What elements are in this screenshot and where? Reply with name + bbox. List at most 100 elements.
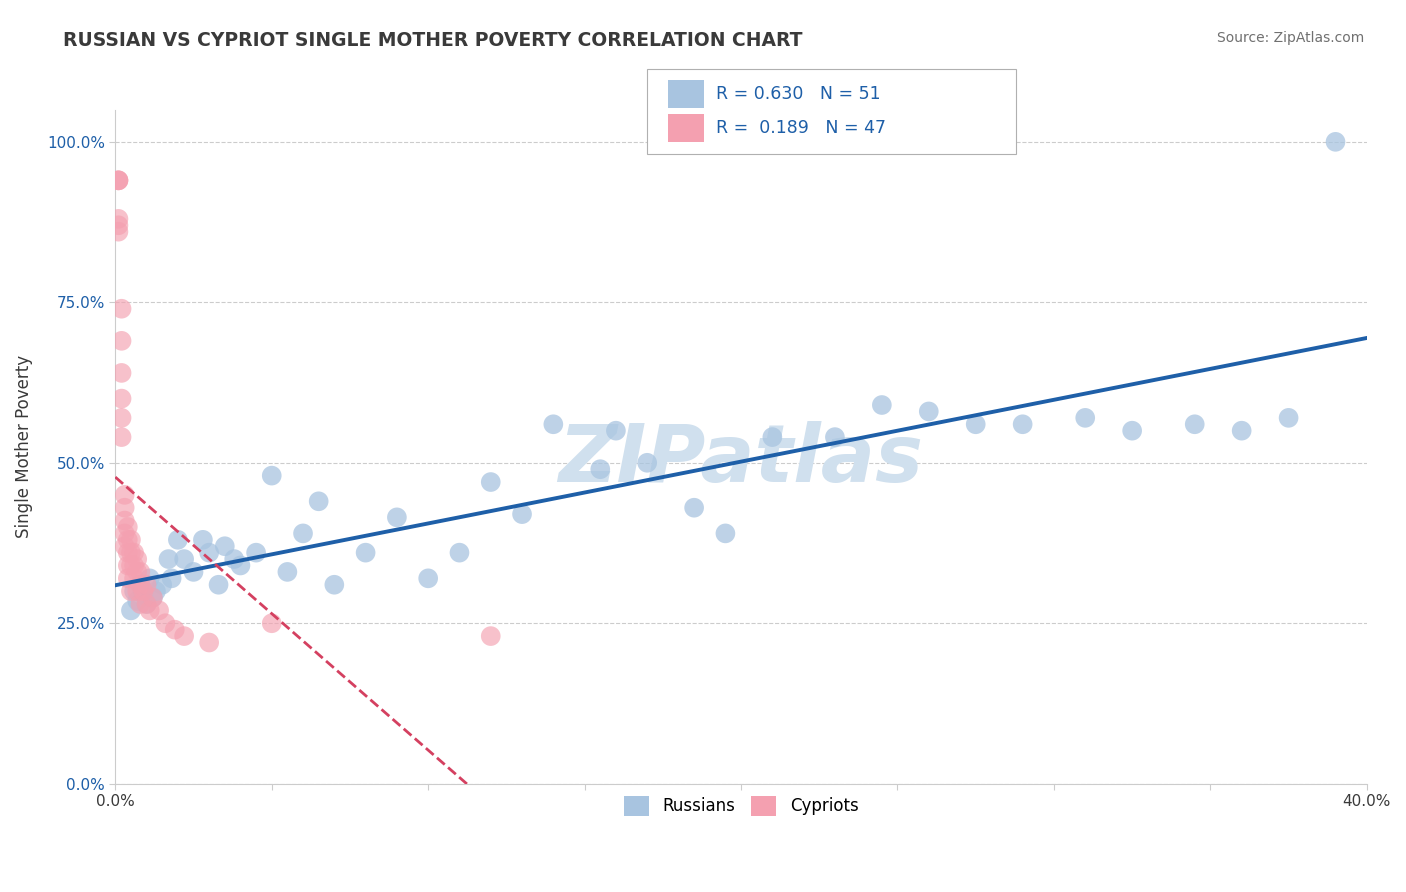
Point [142,591,165,605]
Point [683,500,706,515]
Point [132,584,155,599]
Point [1230,424,1253,438]
Point [150,578,173,592]
Point [191,533,214,547]
Point [120,603,142,617]
Point [117,520,139,534]
Point [589,462,612,476]
Point [114,539,136,553]
Point [107,211,129,226]
Point [129,565,152,579]
Point [135,597,157,611]
Point [354,546,377,560]
Point [479,475,502,489]
Point [229,558,252,573]
Point [120,558,142,573]
Point [260,468,283,483]
Point [292,526,315,541]
Point [1184,417,1206,432]
Point [1074,410,1097,425]
Point [129,597,152,611]
Point [214,539,236,553]
Point [173,552,195,566]
Point [122,571,145,585]
Point [160,571,183,585]
FancyBboxPatch shape [668,80,703,109]
Point [1011,417,1033,432]
Point [114,526,136,541]
Point [479,629,502,643]
Point [114,514,136,528]
Point [117,546,139,560]
FancyBboxPatch shape [668,114,703,142]
Point [148,603,170,617]
Point [198,635,221,649]
Point [449,546,471,560]
Point [138,603,160,617]
Point [138,571,160,585]
Point [110,334,132,348]
Point [824,430,846,444]
Point [122,584,145,599]
Point [605,424,627,438]
Point [120,584,142,599]
Point [129,578,152,592]
Point [1277,410,1299,425]
Point [127,552,149,566]
Point [965,417,987,432]
Point [114,500,136,515]
Point [761,430,783,444]
Text: ZIPatlas: ZIPatlas [558,421,924,500]
Point [107,173,129,187]
Point [918,404,941,418]
Point [135,597,157,611]
Point [110,301,132,316]
Point [114,488,136,502]
Point [308,494,330,508]
Point [260,616,283,631]
Point [107,219,129,233]
Point [122,546,145,560]
FancyBboxPatch shape [647,70,1017,153]
Point [117,533,139,547]
Point [418,571,440,585]
Point [122,558,145,573]
Point [163,623,186,637]
Point [129,578,152,592]
Point [155,616,177,631]
Point [132,587,155,601]
Point [110,410,132,425]
Point [117,558,139,573]
Point [107,225,129,239]
Point [173,629,195,643]
Point [167,533,190,547]
Point [127,594,149,608]
Point [276,565,298,579]
Text: R =  0.189   N = 47: R = 0.189 N = 47 [716,119,886,137]
Point [135,578,157,592]
Text: Source: ZipAtlas.com: Source: ZipAtlas.com [1216,31,1364,45]
Point [1121,424,1143,438]
Point [224,552,246,566]
Point [145,584,167,599]
Point [636,456,658,470]
Point [510,507,533,521]
Point [127,584,149,599]
Point [183,565,205,579]
Point [142,591,165,605]
Point [207,578,229,592]
Point [870,398,893,412]
Point [245,546,267,560]
Legend: Russians, Cypriots: Russians, Cypriots [617,789,865,822]
Point [323,578,346,592]
Point [110,430,132,444]
Point [107,173,129,187]
Point [107,173,129,187]
Point [385,510,408,524]
Point [127,565,149,579]
Point [543,417,565,432]
Point [120,533,142,547]
Point [157,552,180,566]
Point [110,366,132,380]
Point [1324,135,1347,149]
